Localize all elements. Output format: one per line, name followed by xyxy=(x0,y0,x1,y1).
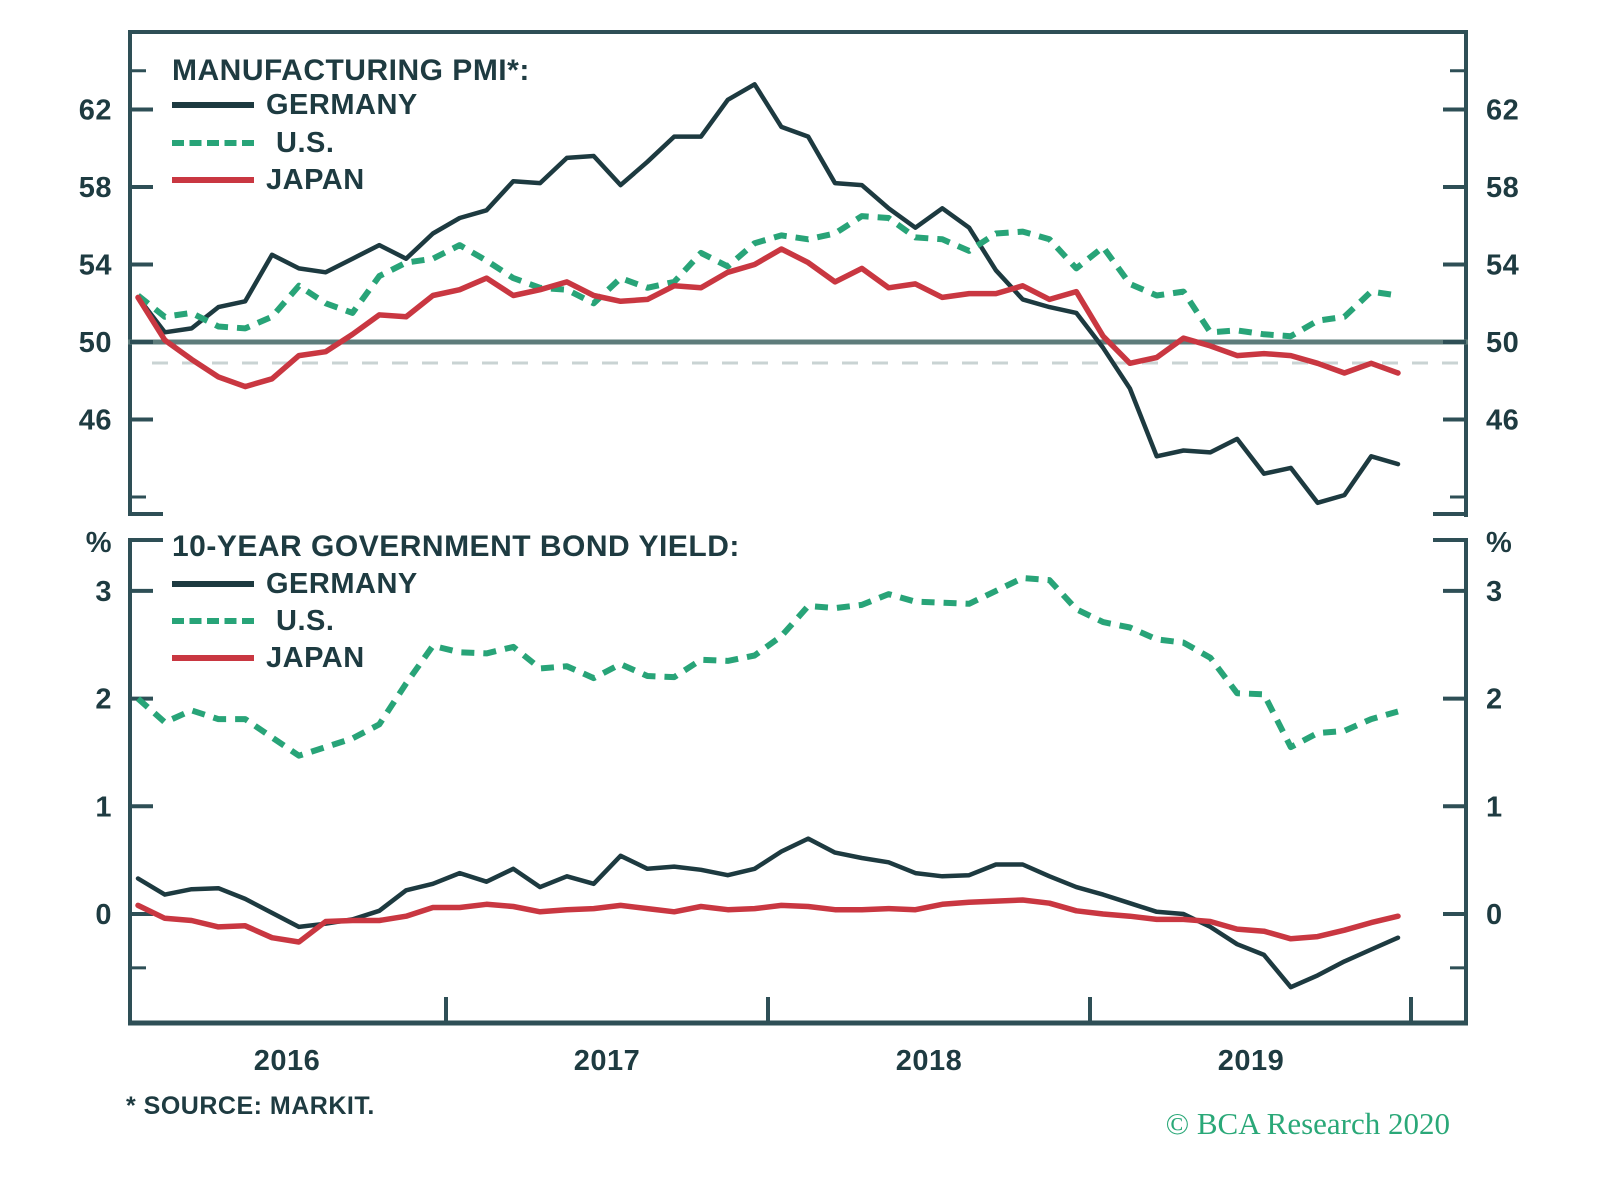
germany-line-swatch xyxy=(172,102,254,108)
legend-label: U.S. xyxy=(276,604,335,637)
top-us-series-line xyxy=(136,213,1399,340)
y-tick-label-right: 46 xyxy=(1486,405,1519,437)
legend-label: U.S. xyxy=(276,126,335,159)
y-tick-label-left: 1 xyxy=(95,791,112,823)
us-line-swatch xyxy=(172,140,254,146)
y-tick-label-left: 0 xyxy=(95,899,112,931)
us-line-swatch xyxy=(172,618,254,624)
legend-item-us-pmi: U.S. xyxy=(172,126,334,160)
y-tick-label-right: 62 xyxy=(1486,95,1519,127)
japan-line-swatch xyxy=(172,655,254,661)
y-axis-unit-left: % xyxy=(86,527,112,559)
y-tick-label-right: 3 xyxy=(1486,576,1503,608)
y-tick-label-right: 58 xyxy=(1486,172,1519,204)
x-year-label: 2017 xyxy=(574,1045,641,1077)
top-germany-series-line xyxy=(135,82,1401,506)
bottom-japan-series-line xyxy=(135,897,1401,945)
y-tick-label-left: 58 xyxy=(79,172,112,204)
y-tick-label-left: 46 xyxy=(79,405,112,437)
legend-item-germany-pmi: GERMANY xyxy=(172,88,418,122)
y-tick-label-left: 2 xyxy=(95,684,112,716)
copyright-notice: © BCA Research 2020 xyxy=(1165,1106,1450,1141)
legend-item-japan-yield: JAPAN xyxy=(172,641,365,675)
legend-label: JAPAN xyxy=(266,641,365,674)
top-panel-title: MANUFACTURING PMI*: xyxy=(172,54,530,87)
y-tick-label-left: 3 xyxy=(95,576,112,608)
y-tick-label-left: 62 xyxy=(79,95,112,127)
legend-item-us-yield: U.S. xyxy=(172,604,334,638)
legend-label: GERMANY xyxy=(266,88,418,121)
bottom-us-series-line xyxy=(136,575,1399,759)
x-year-label: 2018 xyxy=(896,1045,963,1077)
y-axis-unit-right: % xyxy=(1486,527,1512,559)
japan-line-swatch xyxy=(172,177,254,183)
germany-line-swatch xyxy=(172,581,254,587)
y-tick-label-right: 0 xyxy=(1486,899,1503,931)
x-year-label: 2019 xyxy=(1218,1045,1285,1077)
legend-label: JAPAN xyxy=(266,163,365,196)
legend-label: GERMANY xyxy=(266,567,418,600)
bottom-panel-title: 10-YEAR GOVERNMENT BOND YIELD: xyxy=(172,530,740,563)
y-tick-label-right: 1 xyxy=(1486,791,1503,823)
top-japan-series-line xyxy=(135,246,1401,390)
legend-item-japan-pmi: JAPAN xyxy=(172,163,365,197)
source-footnote: * SOURCE: MARKIT. xyxy=(126,1092,375,1120)
y-tick-label-left: 50 xyxy=(79,327,112,359)
x-year-label: 2016 xyxy=(254,1045,321,1077)
y-tick-label-right: 54 xyxy=(1486,250,1519,282)
y-tick-label-left: 54 xyxy=(79,250,112,282)
bottom-germany-series-line xyxy=(135,836,1401,990)
y-tick-label-right: 50 xyxy=(1486,327,1519,359)
legend-item-germany-yield: GERMANY xyxy=(172,567,418,601)
y-tick-label-right: 2 xyxy=(1486,684,1503,716)
